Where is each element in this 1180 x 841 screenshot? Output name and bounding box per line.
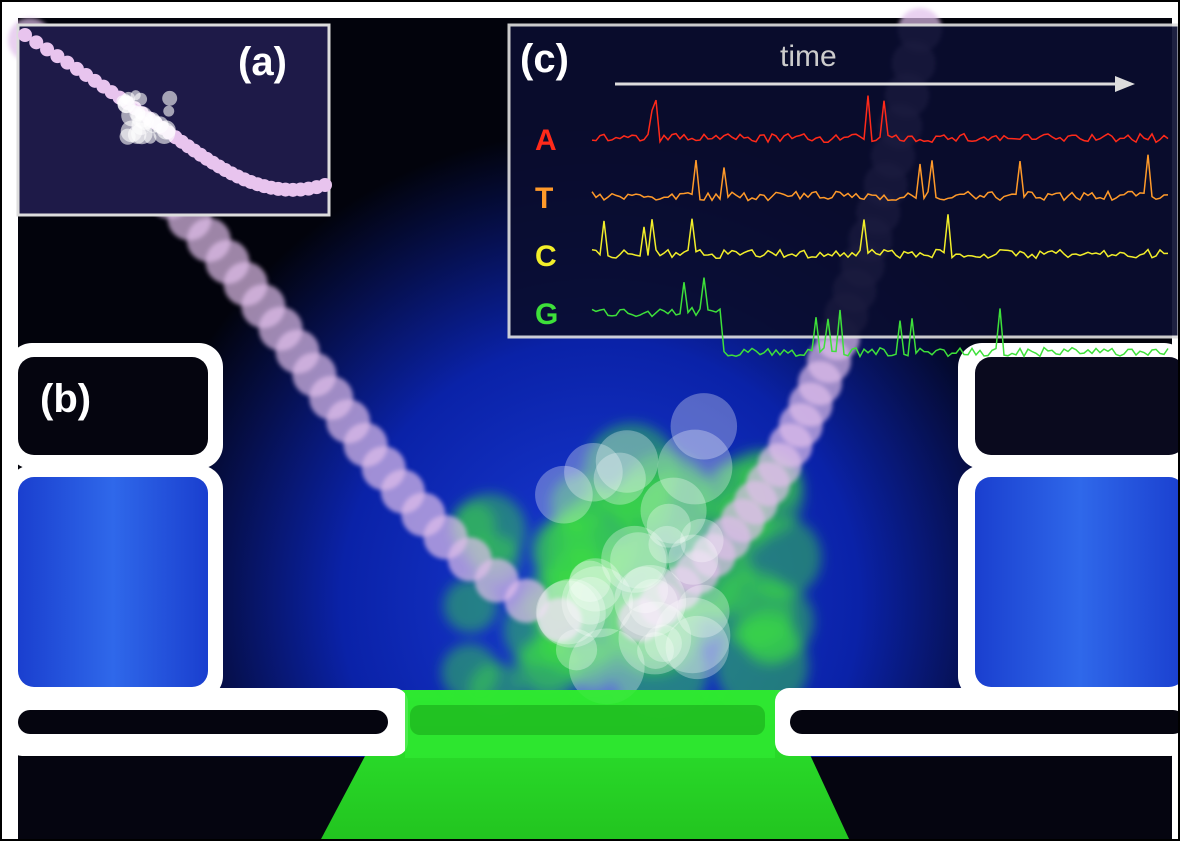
cluster-bead [153, 122, 175, 144]
base-label: T [535, 182, 553, 215]
cluster-bead [671, 393, 737, 459]
panel-label: (c) [520, 37, 569, 81]
glow-blob [741, 609, 798, 666]
cluster-bead [535, 466, 593, 524]
base-label: G [535, 298, 558, 331]
inset-a: (a) [18, 25, 332, 215]
cluster-bead [134, 93, 147, 106]
base-label: C [535, 240, 557, 273]
cluster-bead [162, 91, 177, 106]
cluster-bead [641, 478, 707, 544]
cluster-bead [163, 106, 174, 117]
base-label: A [535, 124, 557, 157]
cluster-bead [131, 106, 152, 127]
cluster-bead [614, 565, 686, 637]
panel-label: (b) [40, 377, 91, 421]
cluster-bead [128, 125, 147, 144]
axis-label: time [780, 40, 837, 73]
cluster-bead [537, 579, 606, 648]
cluster-bead [596, 430, 659, 493]
bead [318, 178, 332, 192]
panel-label: (a) [238, 40, 287, 84]
zmw-slot [410, 705, 765, 735]
figure: (b) (a) (c) time ATCG [0, 0, 1180, 841]
